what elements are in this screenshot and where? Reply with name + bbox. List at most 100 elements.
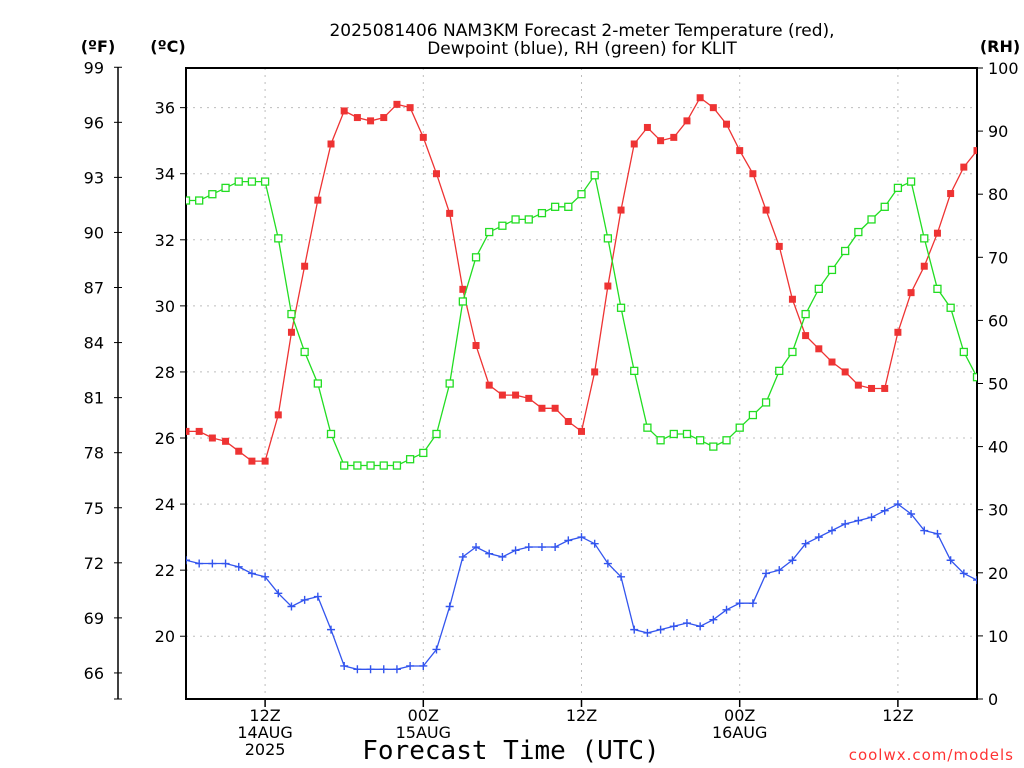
2-meter-temperature-point (630, 140, 638, 148)
dewpoint-point (186, 556, 190, 565)
celsius-tick-label: 34 (155, 165, 175, 184)
dewpoint-point (630, 625, 639, 634)
celsius-tick-label: 20 (155, 627, 175, 646)
2-meter-temperature-point (564, 417, 572, 425)
rh-point (432, 429, 441, 439)
rh-point (577, 190, 586, 199)
dewpoint-point (907, 509, 916, 518)
dewpoint-point (959, 569, 968, 578)
2-meter-temperature-point (419, 133, 427, 141)
2-meter-temperature-point (960, 163, 968, 171)
2-meter-temperature-point (446, 209, 454, 217)
2-meter-temperature-point (670, 133, 678, 141)
dewpoint-point (195, 559, 204, 568)
2-meter-temperature-point (498, 391, 506, 399)
celsius-unit-label: (ºC) (150, 37, 185, 56)
rh-point (537, 208, 547, 218)
2-meter-temperature-point (186, 427, 190, 435)
2-meter-temperature-point (657, 137, 665, 145)
dewpoint-point (300, 595, 309, 604)
dewpoint-point (406, 661, 415, 670)
dewpoint-point (775, 566, 784, 575)
dewpoint-point (379, 665, 388, 674)
2-meter-temperature-point (327, 140, 335, 148)
dewpoint-point (973, 576, 977, 585)
rh-point (880, 202, 889, 211)
rh-point (353, 461, 362, 470)
dewpoint-point (841, 519, 850, 528)
dewpoint-point (893, 500, 902, 509)
dewpoint-point (313, 592, 322, 601)
dewpoint-point (788, 556, 797, 565)
fahrenheit-tick-label: 78 (84, 444, 104, 463)
dewpoint-point (814, 533, 823, 542)
dewpoint-point (247, 569, 256, 578)
dewpoint-point (392, 665, 401, 674)
2-meter-temperature-point (788, 295, 796, 303)
dewpoint-point (445, 602, 454, 611)
rh-tick-label: 50 (988, 375, 1008, 394)
rh-point (669, 429, 678, 439)
rh-point (340, 461, 349, 470)
time-tick-label: 00Z (724, 706, 755, 725)
dewpoint-point (419, 661, 428, 670)
rh-tick-label: 30 (988, 501, 1008, 520)
dewpoint-point (261, 572, 270, 581)
dewpoint-point (722, 605, 731, 614)
2-meter-temperature-point (736, 147, 744, 155)
fahrenheit-tick-label: 66 (84, 664, 104, 683)
rh-point (841, 246, 850, 256)
2-meter-temperature-point (459, 285, 467, 293)
rh-point (0, 405, 7, 412)
celsius-tick-label: 24 (155, 495, 175, 514)
rh-point (208, 190, 217, 199)
dewpoint-point (933, 529, 942, 538)
dewpoint-point (748, 599, 757, 608)
2-meter-temperature-point (525, 394, 533, 402)
dewpoint-point (735, 599, 744, 608)
rh-point (630, 366, 639, 376)
fahrenheit-tick-label: 99 (84, 58, 104, 77)
dewpoint-point (656, 625, 665, 634)
2-meter-temperature-point (538, 404, 546, 412)
celsius-tick-label: 30 (155, 297, 175, 316)
rh-point (419, 448, 428, 458)
rh-point (867, 215, 876, 224)
rh-point (366, 461, 375, 470)
time-tick-label: 12Z (566, 706, 597, 725)
2-meter-temperature-point (643, 123, 651, 131)
2-meter-temperature-point (881, 384, 889, 392)
dewpoint-point (867, 513, 876, 522)
source-credit: coolwx.com/models (849, 746, 1014, 764)
dewpoint-point (458, 552, 467, 561)
2-meter-temperature-point (432, 170, 440, 178)
rh-point (405, 455, 415, 464)
dewpoint-point (801, 539, 810, 548)
2-meter-temperature-point (947, 190, 955, 198)
dewpoint-point (682, 619, 691, 628)
2-meter-temperature-point (854, 381, 862, 389)
rh-point (656, 436, 665, 445)
rh-tick-label: 100 (988, 59, 1019, 78)
dewpoint-point (221, 559, 230, 568)
dewpoint-point (208, 559, 217, 568)
2-meter-temperature-point (749, 170, 757, 178)
time-tick-label: 14AUG (237, 723, 292, 742)
rh-point (801, 309, 810, 319)
rh-point (247, 177, 257, 186)
rh-tick-label: 0 (988, 690, 998, 709)
grid (186, 68, 977, 699)
rh-point (827, 265, 837, 275)
rh-point (471, 253, 481, 262)
2-meter-temperature-point (287, 328, 295, 336)
series-group (0, 94, 977, 674)
2-meter-temperature-point (894, 328, 902, 336)
rh-tick-label: 60 (988, 311, 1008, 330)
dewpoint-point (340, 661, 349, 670)
2-meter-temperature-point (709, 104, 717, 112)
rh-point (445, 379, 454, 388)
rh-point (616, 303, 626, 312)
dewpoint-point (880, 506, 889, 515)
celsius-tick-label: 28 (155, 363, 175, 382)
rh-point (920, 234, 929, 243)
